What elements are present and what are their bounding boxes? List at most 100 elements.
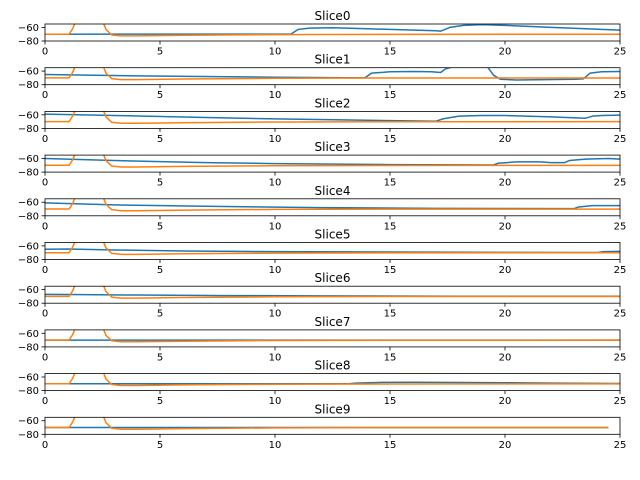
x-tick-label: 5 [157,178,163,189]
y-tick-label: −80 [18,37,39,48]
panel-6: −80 −60 0 5 10 15 20 25 [18,285,627,320]
x-tick-label: 10 [269,90,282,101]
y-tick-label: −80 [18,124,39,135]
x-tick-label: 25 [614,265,627,276]
x-tick-label: 25 [614,90,627,101]
panel-9: −80 −60 0 5 10 15 20 25 [18,416,627,451]
x-tick-label: 10 [269,221,282,232]
x-tick-label: 0 [42,440,48,451]
x-tick-label: 15 [384,440,397,451]
x-tick-label: 25 [614,47,627,58]
x-tick-label: 15 [384,309,397,320]
x-tick-label: 5 [157,47,163,58]
x-tick-label: 25 [614,178,627,189]
y-tick-label: −80 [18,255,39,266]
y-tick-label: −60 [18,241,39,252]
x-tick-label: 25 [614,134,627,145]
axes-frame [44,416,621,435]
x-tick-label: 25 [614,309,627,320]
series-line-blue [45,157,620,166]
panel-8: −80 −60 0 5 10 15 20 25 [18,373,627,408]
x-tick-label: 25 [614,440,627,451]
x-tick-label: 0 [42,47,48,58]
x-tick-label: 10 [269,47,282,58]
y-tick-label: −80 [18,168,39,179]
panel-title: Slice9 [315,402,351,416]
panel-7: −80 −60 0 5 10 15 20 25 [18,329,627,364]
x-tick-label: 5 [157,134,163,145]
y-tick-label: −80 [18,342,39,353]
panel-3: −80 −60 0 5 10 15 20 25 [18,154,627,189]
series-line-orange [45,198,620,212]
y-tick-label: −60 [18,67,39,78]
x-tick-label: 20 [499,309,512,320]
panel-title: Slice2 [315,96,351,110]
series-line-orange [45,111,620,125]
x-tick-label: 0 [42,265,48,276]
x-tick-label: 0 [42,309,48,320]
x-tick-label: 25 [614,221,627,232]
panel-title: Slice6 [315,271,351,285]
x-tick-label: 0 [42,396,48,407]
panel-1: −80 −60 0 5 10 15 20 25 [18,67,627,102]
x-tick-label: 20 [499,265,512,276]
x-tick-label: 10 [269,309,282,320]
series-line-orange [45,67,620,81]
y-tick-label: −80 [18,80,39,91]
x-tick-label: 15 [384,47,397,58]
series-line-blue [45,113,620,123]
axes-frame [44,23,621,42]
x-tick-label: 15 [384,178,397,189]
axes-frame [44,242,621,260]
series-line-orange [45,155,620,168]
x-tick-label: 0 [42,134,48,145]
series-line-orange [45,417,609,430]
x-tick-label: 0 [42,221,48,232]
x-tick-label: 10 [269,134,282,145]
panel-title: Slice5 [315,228,351,242]
axes-frame [44,285,621,304]
series-line-orange [45,286,620,299]
x-tick-label: 5 [157,309,163,320]
x-tick-label: 5 [157,221,163,232]
x-tick-label: 20 [499,47,512,58]
x-tick-label: 10 [269,265,282,276]
y-tick-label: −60 [18,23,39,34]
panel-title: Slice7 [315,315,351,329]
y-tick-label: −60 [18,110,39,121]
x-tick-label: 20 [499,221,512,232]
series-line-blue [45,24,620,35]
x-tick-label: 5 [157,396,163,407]
panel-0: −80 −60 0 5 10 15 20 25 [18,23,627,58]
y-tick-label: −80 [18,211,39,222]
x-tick-label: 10 [269,396,282,407]
x-tick-label: 5 [157,265,163,276]
series-line-blue [45,248,620,254]
x-tick-label: 25 [614,352,627,363]
panel-title: Slice4 [315,184,351,198]
series-line-orange [45,24,620,37]
series-line-orange [45,373,620,387]
x-tick-label: 5 [157,440,163,451]
y-tick-label: −60 [18,198,39,209]
panel-title: Slice0 [315,9,351,23]
series-line-orange [45,242,620,256]
panel-4: −80 −60 0 5 10 15 20 25 [18,198,627,233]
axes-frame [44,111,621,129]
x-tick-label: 15 [384,134,397,145]
panel-5: −80 −60 0 5 10 15 20 25 [18,241,627,276]
x-tick-label: 0 [42,178,48,189]
panel-title: Slice3 [315,140,351,154]
x-tick-label: 0 [42,90,48,101]
x-tick-label: 10 [269,440,282,451]
x-tick-label: 20 [499,134,512,145]
x-tick-label: 20 [499,178,512,189]
y-tick-label: −60 [18,416,39,427]
y-tick-label: −80 [18,430,39,441]
axes-frame [44,154,621,173]
x-tick-label: 25 [614,396,627,407]
y-tick-label: −60 [18,285,39,296]
panel-2: −80 −60 0 5 10 15 20 25 [18,110,627,145]
x-tick-label: 20 [499,352,512,363]
